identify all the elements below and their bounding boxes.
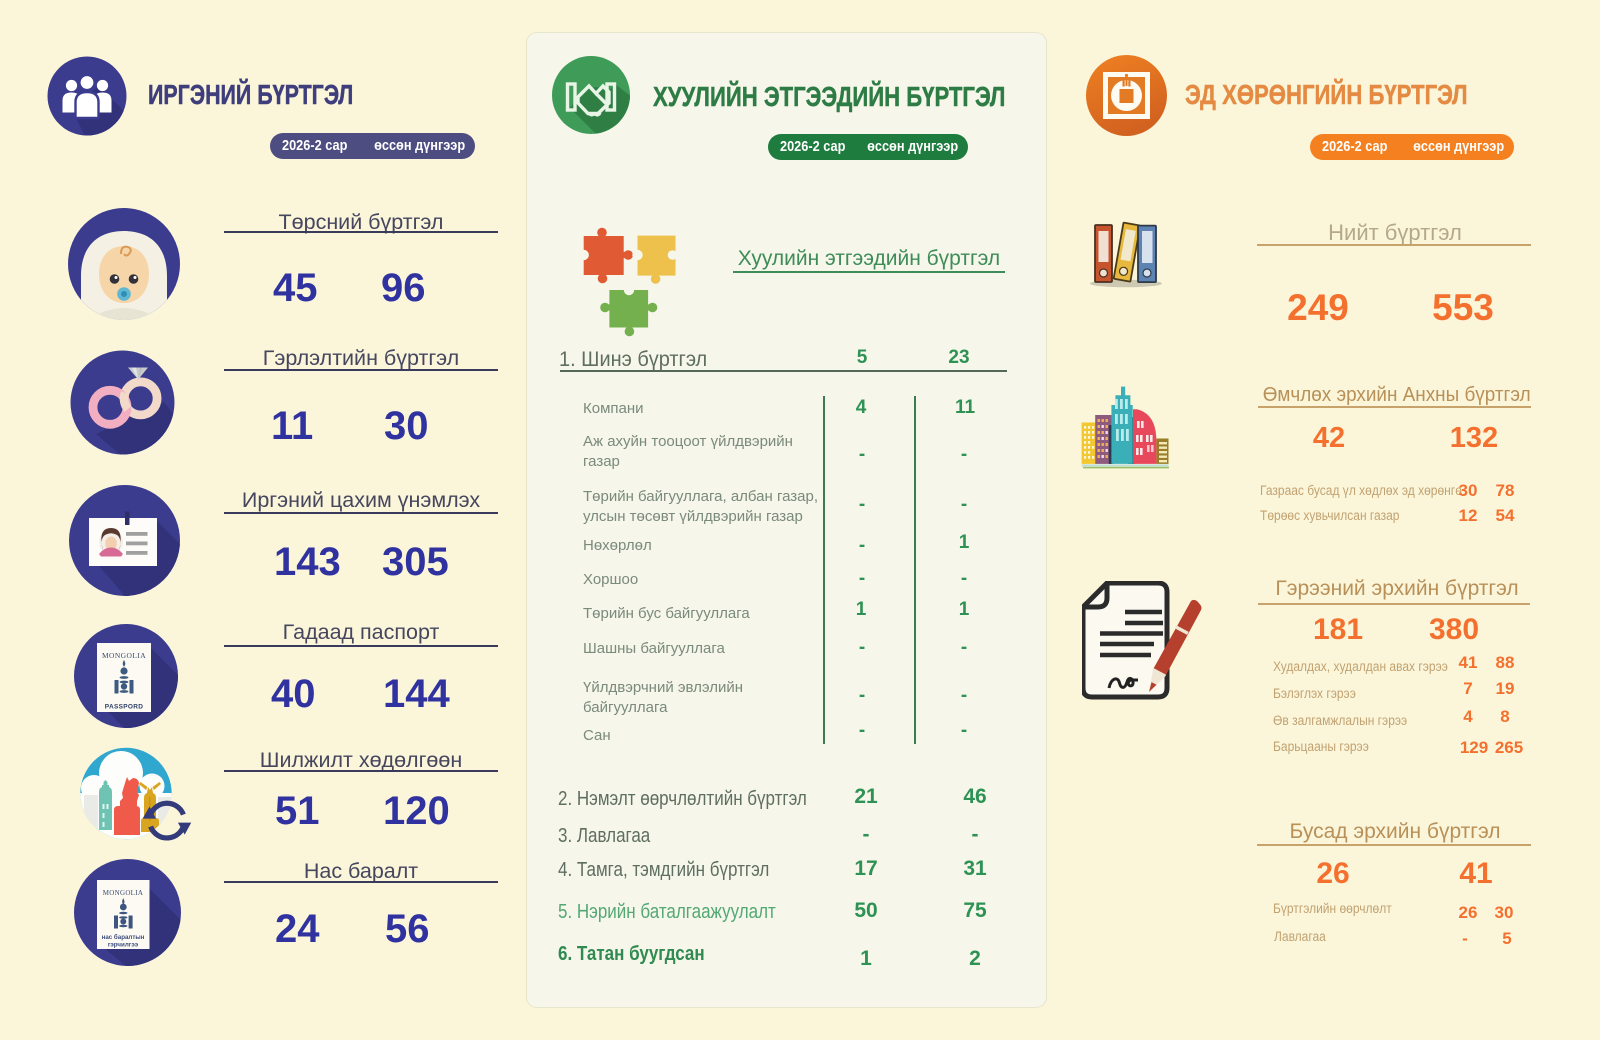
svg-text:PASSPORD: PASSPORD [105, 704, 143, 711]
svg-text:нас баралтын: нас баралтын [102, 934, 145, 941]
svg-text:гэрчилгээ: гэрчилгээ [108, 942, 139, 949]
svg-text:MONGOLIA: MONGOLIA [103, 889, 144, 897]
svg-text:MONGOLIA: MONGOLIA [102, 651, 146, 660]
